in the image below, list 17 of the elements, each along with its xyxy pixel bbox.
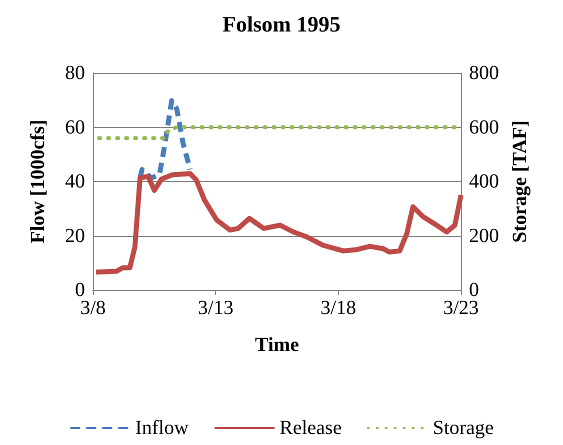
y2-tick-label: 200 [469, 224, 499, 247]
y2-tick-label: 800 [469, 62, 499, 84]
legend-label: Release [280, 417, 342, 439]
y2-tick-label: 600 [469, 116, 499, 138]
x-axis-title: Time [254, 334, 300, 356]
y-tick-label: 40 [65, 170, 85, 192]
x-tick-label: 3/13 [198, 297, 234, 319]
y2-axis-title: Storage [TAF] [508, 120, 531, 243]
y-tick-label: 20 [65, 224, 85, 247]
y-tick-label: 60 [65, 116, 85, 138]
y2-tick-label: 400 [469, 170, 499, 192]
chart-title: Folsom 1995 [222, 12, 340, 36]
y-axis-title: Flow [1000cfs] [27, 120, 49, 244]
y-tick-label: 80 [65, 62, 85, 84]
legend-label: Storage [432, 417, 494, 439]
x-tick-label: 3/18 [320, 297, 356, 319]
legend-label: Inflow [135, 417, 190, 439]
